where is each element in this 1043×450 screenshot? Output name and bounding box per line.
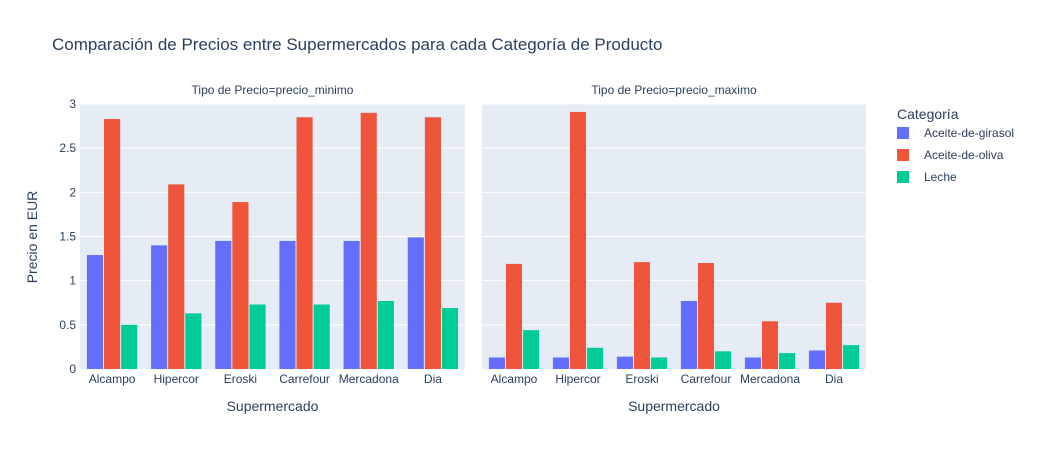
chart-panels: Alcampo Hipercor Eroski Carrefour Mercadona D…	[59, 83, 866, 414]
y-tick-label: 1	[69, 274, 76, 288]
bar-leche-eroski[interactable]	[249, 304, 266, 369]
bar-aceite-de-girasol-dia[interactable]	[808, 350, 825, 369]
bar-aceite-de-girasol-hipercor[interactable]	[552, 357, 569, 369]
x-tick-label: Dia	[825, 372, 843, 386]
legend-label: Aceite-de-oliva	[924, 148, 1004, 162]
x-tick-label: Mercadona	[339, 372, 399, 386]
bar-leche-hipercor[interactable]	[185, 313, 202, 369]
y-axis-title: Precio en EUR	[24, 191, 40, 284]
bar-aceite-de-girasol-eroski[interactable]	[215, 240, 232, 369]
x-axis-title: Supermercado	[227, 398, 319, 414]
bar-aceite-de-girasol-carrefour[interactable]	[279, 240, 296, 369]
bar-leche-carrefour[interactable]	[313, 304, 330, 369]
x-tick-label: Alcampo	[89, 372, 136, 386]
bar-aceite-de-oliva-carrefour[interactable]	[296, 117, 313, 369]
legend[interactable]: Aceite-de-girasol Aceite-de-oliva Leche	[897, 126, 1014, 184]
bar-aceite-de-oliva-dia[interactable]	[424, 117, 441, 369]
bar-aceite-de-oliva-dia[interactable]	[825, 302, 843, 369]
bar-aceite-de-girasol-alcampo[interactable]	[86, 255, 104, 369]
legend-label: Aceite-de-girasol	[924, 126, 1014, 140]
bar-aceite-de-girasol-mercadona[interactable]	[343, 240, 360, 369]
legend-item-leche[interactable]: Leche	[897, 170, 957, 184]
bar-aceite-de-girasol-hipercor[interactable]	[151, 245, 168, 369]
y-tick-label: 2.5	[59, 141, 76, 155]
legend-item-aceite-de-girasol[interactable]: Aceite-de-girasol	[897, 126, 1014, 140]
bar-aceite-de-oliva-eroski[interactable]	[633, 262, 651, 369]
bar-leche-dia[interactable]	[441, 308, 459, 369]
bar-aceite-de-oliva-mercadona[interactable]	[761, 321, 779, 369]
bar-aceite-de-oliva-hipercor[interactable]	[569, 111, 587, 369]
bar-leche-dia[interactable]	[843, 345, 860, 369]
bar-leche-carrefour[interactable]	[715, 351, 732, 369]
bar-leche-alcampo[interactable]	[121, 324, 138, 369]
legend-swatch	[897, 171, 909, 183]
chart-title: Comparación de Precios entre Supermercad…	[52, 35, 662, 54]
x-tick-label: Mercadona	[740, 372, 800, 386]
bar-aceite-de-girasol-mercadona[interactable]	[744, 357, 761, 369]
panel-subtitle: Tipo de Precio=precio_minimo	[192, 83, 354, 97]
panel-1: Alcampo Hipercor Eroski Carrefour Mercadona D…	[59, 83, 465, 414]
x-tick-label: Eroski	[625, 372, 658, 386]
x-tick-label: Eroski	[224, 372, 257, 386]
bar-aceite-de-oliva-alcampo[interactable]	[505, 263, 523, 369]
x-tick-label: Hipercor	[555, 372, 600, 386]
legend-swatch	[897, 149, 909, 161]
x-tick-label: Alcampo	[491, 372, 538, 386]
y-tick-label: 2	[69, 185, 76, 199]
y-tick-label: 3	[69, 97, 76, 111]
bar-leche-eroski[interactable]	[651, 357, 668, 369]
y-tick-label: 1.5	[59, 230, 76, 244]
bar-aceite-de-oliva-carrefour[interactable]	[697, 263, 715, 369]
y-tick-label: 0.5	[59, 318, 76, 332]
x-axis-title: Supermercado	[628, 398, 720, 414]
x-tick-label: Carrefour	[279, 372, 330, 386]
legend-label: Leche	[924, 170, 957, 184]
bar-aceite-de-oliva-alcampo[interactable]	[104, 119, 121, 370]
bar-aceite-de-girasol-dia[interactable]	[407, 237, 424, 369]
bar-aceite-de-oliva-hipercor[interactable]	[168, 184, 185, 369]
bar-aceite-de-girasol-carrefour[interactable]	[680, 300, 697, 369]
bar-aceite-de-girasol-alcampo[interactable]	[488, 357, 505, 369]
legend-title: Categoría	[897, 106, 959, 122]
bar-aceite-de-oliva-eroski[interactable]	[232, 202, 249, 369]
panel-subtitle: Tipo de Precio=precio_maximo	[591, 83, 757, 97]
bar-leche-mercadona[interactable]	[779, 353, 796, 369]
panel-2: Alcampo Hipercor Eroski Carrefour Mercadona D…	[482, 83, 866, 414]
bar-leche-mercadona[interactable]	[377, 300, 394, 369]
bar-leche-alcampo[interactable]	[523, 330, 540, 369]
x-tick-label: Dia	[424, 372, 442, 386]
legend-item-aceite-de-oliva[interactable]: Aceite-de-oliva	[897, 148, 1004, 162]
bar-leche-hipercor[interactable]	[587, 347, 604, 369]
y-tick-label: 0	[69, 362, 76, 376]
x-tick-label: Hipercor	[154, 372, 199, 386]
legend-swatch	[897, 127, 909, 139]
bar-aceite-de-girasol-eroski[interactable]	[616, 356, 633, 369]
x-tick-label: Carrefour	[681, 372, 732, 386]
bar-aceite-de-oliva-mercadona[interactable]	[360, 112, 377, 369]
